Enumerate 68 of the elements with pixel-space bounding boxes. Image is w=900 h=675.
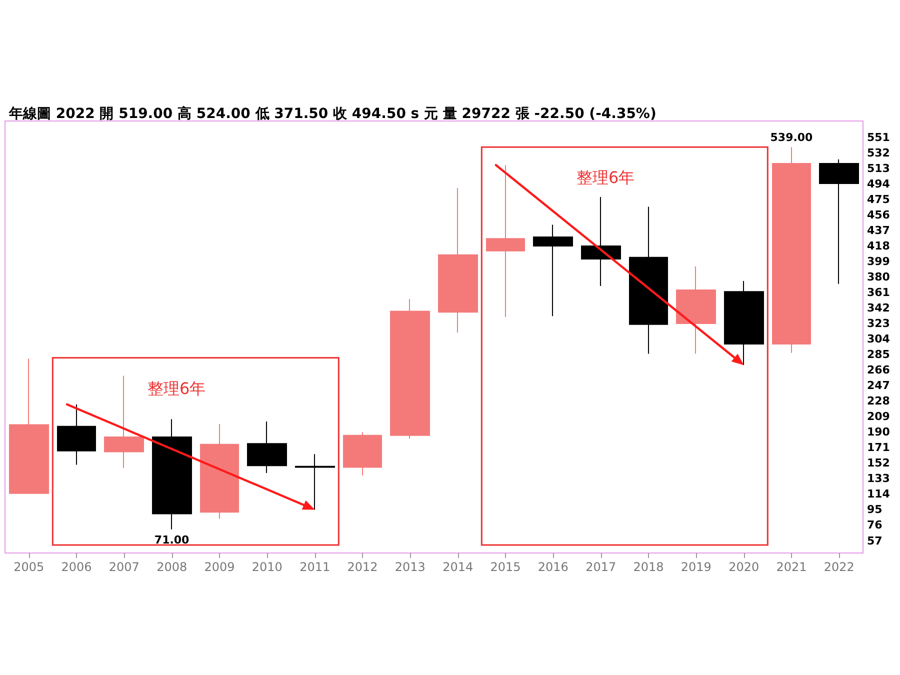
y-tick-label: 209 bbox=[867, 410, 890, 424]
x-tick-label: 2018 bbox=[633, 560, 664, 574]
y-tick-label: 228 bbox=[867, 394, 890, 408]
x-tick-label: 2021 bbox=[776, 560, 807, 574]
annotation: 539.00 bbox=[770, 131, 814, 144]
y-tick-label: 304 bbox=[867, 332, 890, 346]
y-tick-label: 456 bbox=[867, 208, 890, 222]
x-tick-label: 2007 bbox=[108, 560, 140, 574]
x-tick-label: 2013 bbox=[394, 560, 426, 574]
x-tick-label: 2008 bbox=[156, 560, 188, 574]
y-tick-label: 76 bbox=[867, 518, 883, 532]
candlestick bbox=[533, 224, 573, 317]
y-tick-label: 551 bbox=[867, 130, 890, 144]
y-tick-label: 266 bbox=[867, 364, 890, 377]
candlestick bbox=[486, 164, 525, 318]
y-tick-label: 418 bbox=[867, 239, 890, 252]
candlestick bbox=[438, 187, 478, 334]
x-tick-label: 2015 bbox=[490, 560, 521, 574]
candlestick bbox=[581, 196, 621, 286]
annotation: 整理6年 bbox=[576, 168, 635, 188]
annotation: 71.00 bbox=[154, 533, 190, 546]
x-tick-label: 2012 bbox=[347, 560, 378, 574]
y-tick-label: 532 bbox=[867, 146, 890, 160]
x-tick-label: 2011 bbox=[300, 560, 330, 574]
candlestick bbox=[104, 375, 144, 469]
x-tick-label: 2016 bbox=[538, 560, 568, 574]
y-tick-label: 95 bbox=[867, 503, 882, 516]
y-tick-label: 513 bbox=[867, 162, 890, 175]
candlestick bbox=[724, 280, 764, 366]
y-tick-label: 399 bbox=[867, 254, 890, 268]
candlestick bbox=[819, 158, 859, 284]
y-tick-label: 171 bbox=[867, 441, 890, 454]
candlestick bbox=[629, 206, 668, 354]
y-tick-label: 475 bbox=[867, 192, 890, 206]
candlestick bbox=[772, 146, 811, 354]
candlestick bbox=[343, 432, 382, 476]
y-tick-label: 285 bbox=[867, 348, 890, 362]
y-tick-label: 323 bbox=[867, 317, 890, 330]
y-tick-label: 342 bbox=[867, 302, 890, 315]
annotation: 整理6年 bbox=[148, 378, 206, 398]
x-tick-label: 2019 bbox=[680, 560, 712, 574]
y-tick-label: 133 bbox=[867, 472, 890, 486]
candlestick bbox=[152, 418, 192, 530]
x-tick-label: 2006 bbox=[61, 560, 92, 574]
y-tick-label: 114 bbox=[867, 488, 890, 501]
candlestick bbox=[676, 266, 716, 354]
y-tick-label: 380 bbox=[867, 270, 890, 284]
y-tick-label: 57 bbox=[867, 534, 882, 548]
x-tick-label: 2017 bbox=[586, 560, 616, 574]
x-tick-label: 2014 bbox=[442, 560, 474, 574]
x-tick-label: 2020 bbox=[728, 560, 760, 574]
y-tick-label: 361 bbox=[867, 286, 890, 299]
x-tick-label: 2010 bbox=[252, 560, 282, 574]
candlestick bbox=[295, 454, 335, 510]
x-tick-label: 2022 bbox=[824, 560, 854, 574]
x-tick-label: 2005 bbox=[14, 560, 44, 574]
chart-title: 年線圖 2022 開 519.00 高 524.00 低 371.50 收 494.50 s 元 量 29722 張 -22.50 (-4.35%) bbox=[8, 105, 656, 122]
candlestick bbox=[200, 423, 239, 520]
y-tick-label: 494 bbox=[867, 177, 890, 190]
y-tick-label: 247 bbox=[867, 379, 890, 392]
y-tick-label: 152 bbox=[867, 456, 890, 470]
y-tick-label: 190 bbox=[867, 426, 890, 439]
candlestick bbox=[247, 421, 287, 474]
candlestick bbox=[57, 404, 96, 466]
y-tick-label: 437 bbox=[867, 224, 890, 237]
candlestick bbox=[390, 298, 430, 440]
candlestick bbox=[9, 358, 49, 494]
x-tick-label: 2009 bbox=[204, 560, 235, 574]
